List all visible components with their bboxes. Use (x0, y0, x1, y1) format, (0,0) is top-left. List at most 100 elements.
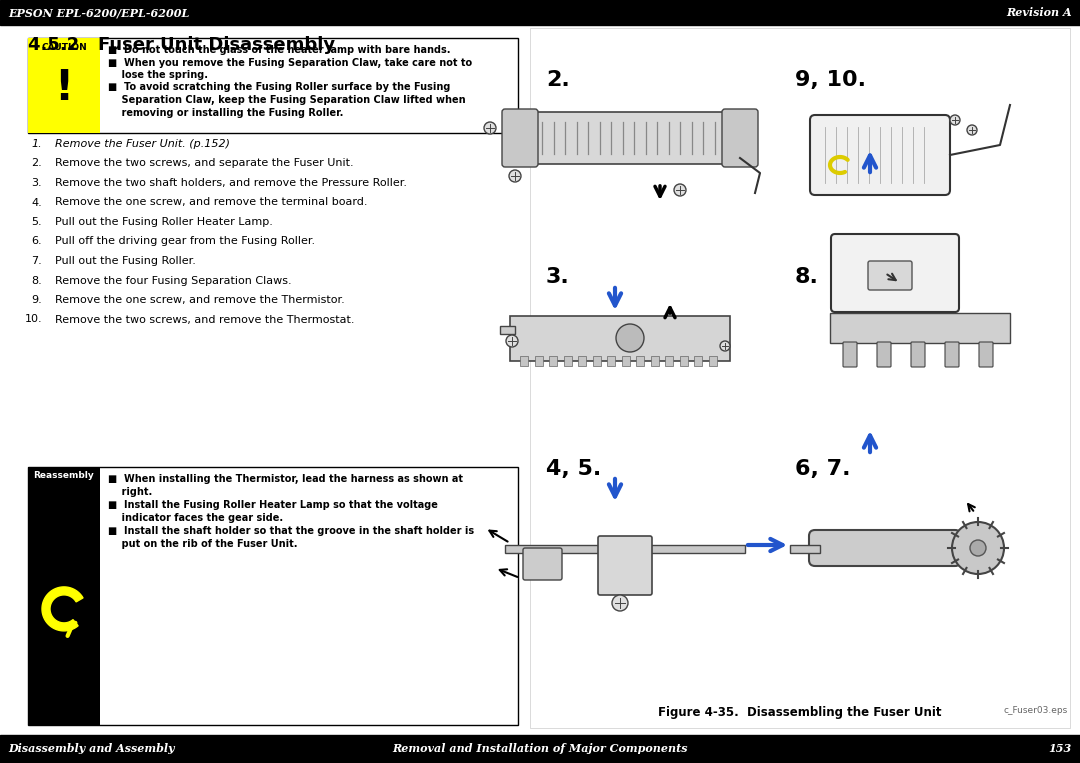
Bar (621, 356, 630, 366)
Text: Remove the two screws, and separate the Fuser Unit.: Remove the two screws, and separate the … (55, 159, 353, 169)
Text: EPSON EPL-6200/EPL-6200L: EPSON EPL-6200/EPL-6200L (8, 7, 189, 18)
Circle shape (507, 335, 518, 347)
Text: lose the spring.: lose the spring. (108, 70, 208, 80)
FancyBboxPatch shape (598, 536, 652, 595)
Circle shape (950, 115, 960, 125)
FancyBboxPatch shape (978, 342, 993, 367)
Circle shape (967, 125, 977, 135)
Text: indicator faces the gear side.: indicator faces the gear side. (108, 513, 283, 523)
FancyBboxPatch shape (877, 342, 891, 367)
Bar (650, 356, 659, 366)
Text: Revision A: Revision A (1007, 7, 1072, 18)
Text: ■  When installing the Thermistor, lead the harness as shown at: ■ When installing the Thermistor, lead t… (108, 474, 463, 484)
FancyBboxPatch shape (945, 342, 959, 367)
Text: Removal and Installation of Major Components: Removal and Installation of Major Compon… (392, 743, 688, 755)
Text: 1.: 1. (31, 139, 42, 149)
Bar (607, 356, 615, 366)
Bar (519, 356, 528, 366)
FancyBboxPatch shape (810, 115, 950, 195)
Text: ■  When you remove the Fusing Separation Claw, take care not to: ■ When you remove the Fusing Separation … (108, 57, 472, 67)
Text: 153: 153 (1049, 743, 1072, 755)
Text: Pull out the Fusing Roller.: Pull out the Fusing Roller. (55, 256, 195, 266)
Text: ■  To avoid scratching the Fusing Roller surface by the Fusing: ■ To avoid scratching the Fusing Roller … (108, 82, 450, 92)
Text: 9.: 9. (31, 295, 42, 305)
Text: removing or installing the Fusing Roller.: removing or installing the Fusing Roller… (108, 108, 343, 118)
FancyBboxPatch shape (831, 234, 959, 312)
Bar (28, 38, 518, 133)
Text: 5.: 5. (31, 217, 42, 227)
Bar (0, 735, 1080, 763)
Bar (28, 38, 100, 133)
FancyBboxPatch shape (523, 548, 562, 580)
Bar (505, 545, 745, 553)
Text: Reassembly: Reassembly (33, 471, 94, 480)
Circle shape (509, 170, 521, 182)
FancyBboxPatch shape (868, 261, 912, 290)
Text: 4.: 4. (31, 198, 42, 208)
Circle shape (674, 184, 686, 196)
Text: 6, 7.: 6, 7. (795, 459, 851, 479)
Text: right.: right. (108, 487, 152, 497)
Bar (564, 356, 571, 366)
Text: ■  Install the Fusing Roller Heater Lamp so that the voltage: ■ Install the Fusing Roller Heater Lamp … (108, 500, 437, 510)
Text: Separation Claw, keep the Fusing Separation Claw lifted when: Separation Claw, keep the Fusing Separat… (108, 95, 465, 105)
Bar (530, 28, 1070, 728)
Text: put on the rib of the Fuser Unit.: put on the rib of the Fuser Unit. (108, 539, 297, 549)
Circle shape (616, 324, 644, 352)
Text: 9, 10.: 9, 10. (795, 70, 866, 90)
Text: Remove the Fuser Unit. (p.152): Remove the Fuser Unit. (p.152) (55, 139, 230, 149)
Text: Pull off the driving gear from the Fusing Roller.: Pull off the driving gear from the Fusin… (55, 237, 315, 246)
Circle shape (484, 122, 496, 134)
Polygon shape (42, 587, 83, 631)
FancyBboxPatch shape (843, 342, 858, 367)
Circle shape (970, 540, 986, 556)
Bar (578, 356, 586, 366)
Text: Remove the one screw, and remove the terminal board.: Remove the one screw, and remove the ter… (55, 198, 367, 208)
Text: 7.: 7. (31, 256, 42, 266)
Text: 10.: 10. (25, 314, 42, 324)
Bar (789, 545, 820, 553)
Text: ■  Do not touch the glass of the heater lamp with bare hands.: ■ Do not touch the glass of the heater l… (108, 45, 450, 55)
Bar (679, 356, 688, 366)
Bar (28, 467, 100, 725)
Circle shape (612, 595, 627, 611)
FancyBboxPatch shape (723, 109, 758, 167)
Bar (28, 467, 518, 725)
Text: 8.: 8. (31, 275, 42, 285)
Bar (549, 356, 557, 366)
FancyBboxPatch shape (831, 313, 1010, 343)
Text: 6.: 6. (31, 237, 42, 246)
Text: CAUTION: CAUTION (41, 43, 86, 52)
FancyBboxPatch shape (526, 112, 734, 164)
Circle shape (951, 522, 1004, 574)
Bar (0, 0, 1080, 25)
Bar (665, 356, 673, 366)
Bar (535, 356, 542, 366)
Text: 3.: 3. (546, 267, 570, 287)
Text: 4.5.2   Fuser Unit Disassembly: 4.5.2 Fuser Unit Disassembly (28, 36, 335, 54)
FancyBboxPatch shape (502, 109, 538, 167)
Bar (500, 326, 515, 334)
Text: ■  Install the shaft holder so that the groove in the shaft holder is: ■ Install the shaft holder so that the g… (108, 526, 474, 536)
Text: Remove the two screws, and remove the Thermostat.: Remove the two screws, and remove the Th… (55, 314, 354, 324)
Text: Remove the one screw, and remove the Thermistor.: Remove the one screw, and remove the The… (55, 295, 345, 305)
Text: 4, 5.: 4, 5. (546, 459, 602, 479)
Text: Figure 4-35.  Disassembling the Fuser Unit: Figure 4-35. Disassembling the Fuser Uni… (658, 706, 942, 719)
Bar (708, 356, 716, 366)
FancyBboxPatch shape (809, 530, 961, 566)
Circle shape (720, 341, 730, 351)
FancyBboxPatch shape (912, 342, 924, 367)
Text: !: ! (54, 66, 73, 108)
Text: 3.: 3. (31, 178, 42, 188)
Text: Pull out the Fusing Roller Heater Lamp.: Pull out the Fusing Roller Heater Lamp. (55, 217, 273, 227)
Text: c_Fuser03.eps: c_Fuser03.eps (1003, 706, 1068, 715)
Text: Disassembly and Assembly: Disassembly and Assembly (8, 743, 175, 755)
Text: 2.: 2. (546, 70, 570, 90)
Bar (694, 356, 702, 366)
Text: Remove the four Fusing Separation Claws.: Remove the four Fusing Separation Claws. (55, 275, 292, 285)
Text: Remove the two shaft holders, and remove the Pressure Roller.: Remove the two shaft holders, and remove… (55, 178, 407, 188)
Bar (593, 356, 600, 366)
Bar (636, 356, 644, 366)
Text: 8.: 8. (795, 267, 819, 287)
Text: 2.: 2. (31, 159, 42, 169)
